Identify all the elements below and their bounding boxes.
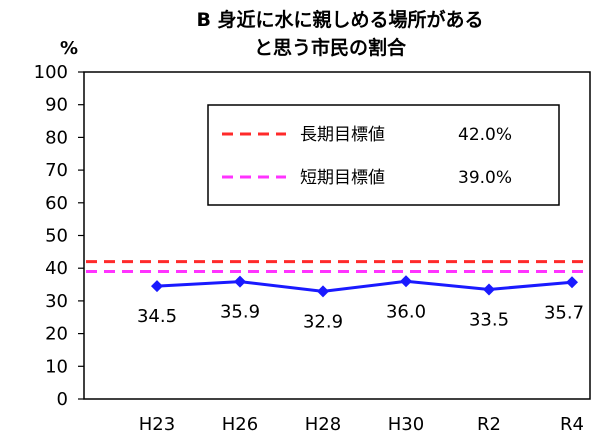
data-label: 34.5 — [137, 306, 177, 327]
x-tick-label: R2 — [477, 414, 501, 435]
y-axis-ticks: 0 10 20 30 40 50 60 70 80 90 100 — [34, 62, 84, 410]
legend-value-short-term: 39.0% — [458, 168, 512, 188]
chart-title-line1: B 身近に水に親しめる場所がある — [196, 8, 483, 31]
y-tick-label: 80 — [45, 127, 68, 148]
legend-label-short-term: 短期目標値 — [300, 168, 385, 188]
data-point — [317, 285, 329, 298]
legend: 長期目標値 42.0% 短期目標値 39.0% — [207, 104, 560, 206]
y-unit-label: % — [60, 38, 78, 59]
y-tick-label: 100 — [34, 62, 68, 83]
data-point — [400, 275, 412, 288]
x-tick-label: H23 — [139, 414, 175, 435]
y-tick-label: 60 — [45, 193, 68, 214]
y-tick-label: 20 — [45, 324, 68, 345]
y-tick-label: 10 — [45, 356, 68, 377]
data-point — [151, 280, 163, 293]
legend-box — [207, 104, 560, 206]
y-tick-label: 90 — [45, 95, 68, 116]
x-tick-label: R4 — [560, 414, 584, 435]
y-tick-label: 30 — [45, 291, 68, 312]
data-label: 36.0 — [386, 301, 426, 322]
legend-label-long-term: 長期目標値 — [300, 125, 385, 145]
x-tick-label: H30 — [388, 414, 424, 435]
data-label: 35.9 — [220, 302, 260, 323]
x-axis-ticks: H23 H26 H28 H30 R2 R4 — [139, 414, 584, 435]
data-labels: 34.5 35.9 32.9 36.0 33.5 35.7 — [137, 301, 584, 332]
x-tick-label: H28 — [305, 414, 341, 435]
data-point — [483, 283, 495, 296]
y-tick-label: 50 — [45, 226, 68, 247]
data-label: 32.9 — [303, 311, 343, 332]
reference-lines — [86, 260, 588, 273]
series-group — [151, 275, 578, 298]
y-tick-label: 0 — [57, 389, 68, 410]
data-point — [566, 276, 578, 289]
chart-title-line2: と思う市民の割合 — [254, 36, 407, 59]
y-tick-label: 40 — [45, 258, 68, 279]
series-line — [156, 279, 573, 293]
data-label: 35.7 — [544, 302, 584, 323]
x-tick-label: H26 — [222, 414, 258, 435]
y-tick-label: 70 — [45, 160, 68, 181]
data-label: 33.5 — [469, 309, 509, 330]
legend-value-long-term: 42.0% — [458, 125, 512, 145]
data-point — [234, 275, 246, 288]
